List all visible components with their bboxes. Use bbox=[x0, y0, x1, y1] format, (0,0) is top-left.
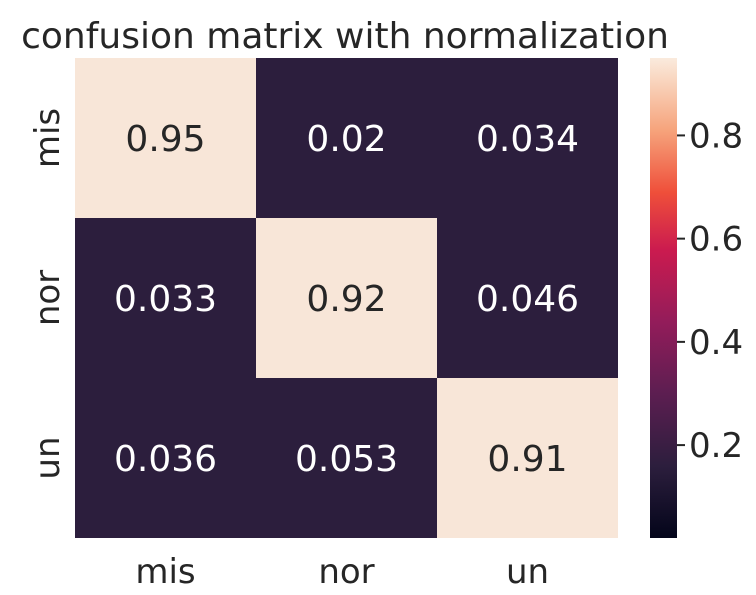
colorbar-gradient bbox=[650, 58, 677, 538]
row-labels: mis nor un bbox=[28, 108, 68, 480]
row-label: mis bbox=[28, 108, 68, 168]
row-label: nor bbox=[28, 270, 68, 326]
column-label: un bbox=[506, 552, 549, 592]
heatmap-cell bbox=[256, 58, 437, 218]
column-labels: mis nor un bbox=[135, 552, 549, 592]
column-label: nor bbox=[318, 552, 374, 592]
row-label: un bbox=[28, 436, 68, 479]
cell-value-label: 0.02 bbox=[306, 119, 386, 160]
heatmap-cell bbox=[437, 58, 618, 218]
heatmap-cell bbox=[256, 218, 437, 378]
heatmap-cell bbox=[75, 218, 256, 378]
colorbar-tick-label: 0.4 bbox=[689, 323, 743, 363]
colorbar-tick-label: 0.8 bbox=[689, 116, 743, 156]
cell-value-label: 0.91 bbox=[487, 439, 567, 480]
heatmap-cell-labels: 0.95 0.02 0.034 0.033 0.92 0.046 0.036 0.053 0.9… bbox=[114, 119, 579, 480]
column-label: mis bbox=[135, 552, 195, 592]
cell-value-label: 0.046 bbox=[476, 279, 579, 320]
cell-value-label: 0.95 bbox=[125, 119, 205, 160]
cell-value-label: 0.036 bbox=[114, 439, 217, 480]
heatmap-cell bbox=[437, 378, 618, 538]
heatmap-cells bbox=[75, 58, 618, 538]
cell-value-label: 0.053 bbox=[295, 439, 398, 480]
colorbar-tick-label: 0.6 bbox=[689, 220, 743, 260]
cell-value-label: 0.92 bbox=[306, 279, 386, 320]
colorbar: 0.2 0.4 0.6 0.8 bbox=[650, 58, 743, 538]
heatmap-cell bbox=[256, 378, 437, 538]
chart-title: confusion matrix with normalization bbox=[21, 16, 669, 57]
heatmap-cell bbox=[437, 218, 618, 378]
heatmap-cell bbox=[75, 378, 256, 538]
colorbar-ticks: 0.2 0.4 0.6 0.8 bbox=[677, 116, 743, 466]
cell-value-label: 0.034 bbox=[476, 119, 579, 160]
cell-value-label: 0.033 bbox=[114, 279, 217, 320]
heatmap-cell bbox=[75, 58, 256, 218]
colorbar-tick-label: 0.2 bbox=[689, 426, 743, 466]
